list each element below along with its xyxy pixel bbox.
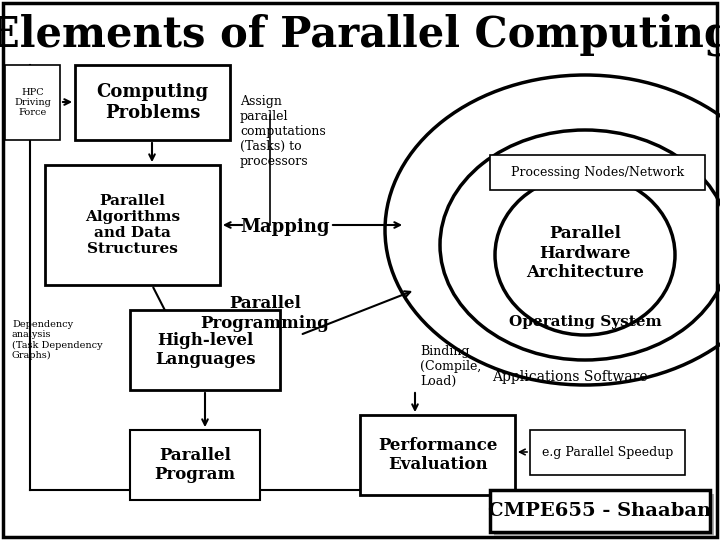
Bar bbox=[530, 430, 685, 475]
Bar bbox=[75, 65, 230, 140]
Bar bbox=[360, 415, 515, 495]
Text: Performance
Evaluation: Performance Evaluation bbox=[378, 437, 498, 473]
Text: High-level
Languages: High-level Languages bbox=[155, 332, 256, 368]
Text: CMPE655 - Shaaban: CMPE655 - Shaaban bbox=[488, 502, 711, 520]
Bar bbox=[130, 430, 260, 500]
Text: Binding
(Compile,
Load): Binding (Compile, Load) bbox=[420, 345, 481, 388]
Text: Parallel
Programming: Parallel Programming bbox=[201, 295, 330, 332]
Bar bbox=[490, 155, 705, 190]
Text: Assign
parallel
computations
(Tasks) to
processors: Assign parallel computations (Tasks) to … bbox=[240, 95, 325, 168]
Text: Processing Nodes/Network: Processing Nodes/Network bbox=[511, 166, 684, 179]
Text: Parallel
Hardware
Architecture: Parallel Hardware Architecture bbox=[526, 225, 644, 281]
Text: Parallel
Program: Parallel Program bbox=[154, 447, 235, 483]
Text: Mapping: Mapping bbox=[240, 218, 330, 236]
Text: Applications Software: Applications Software bbox=[492, 370, 648, 384]
Bar bbox=[130, 310, 280, 390]
Bar bbox=[494, 494, 714, 536]
Text: e.g Parallel Speedup: e.g Parallel Speedup bbox=[542, 446, 673, 459]
Bar bbox=[490, 490, 710, 532]
Text: Elements of Parallel Computing: Elements of Parallel Computing bbox=[0, 14, 720, 56]
Text: Dependency
analysis
(Task Dependency
Graphs): Dependency analysis (Task Dependency Gra… bbox=[12, 320, 103, 361]
Text: Computing
Problems: Computing Problems bbox=[96, 83, 209, 122]
Bar bbox=[5, 65, 60, 140]
Text: Operating System: Operating System bbox=[508, 315, 662, 329]
Text: HPC
Driving
Force: HPC Driving Force bbox=[14, 87, 51, 117]
Text: Parallel
Algorithms
and Data
Structures: Parallel Algorithms and Data Structures bbox=[85, 194, 180, 256]
Bar bbox=[45, 165, 220, 285]
